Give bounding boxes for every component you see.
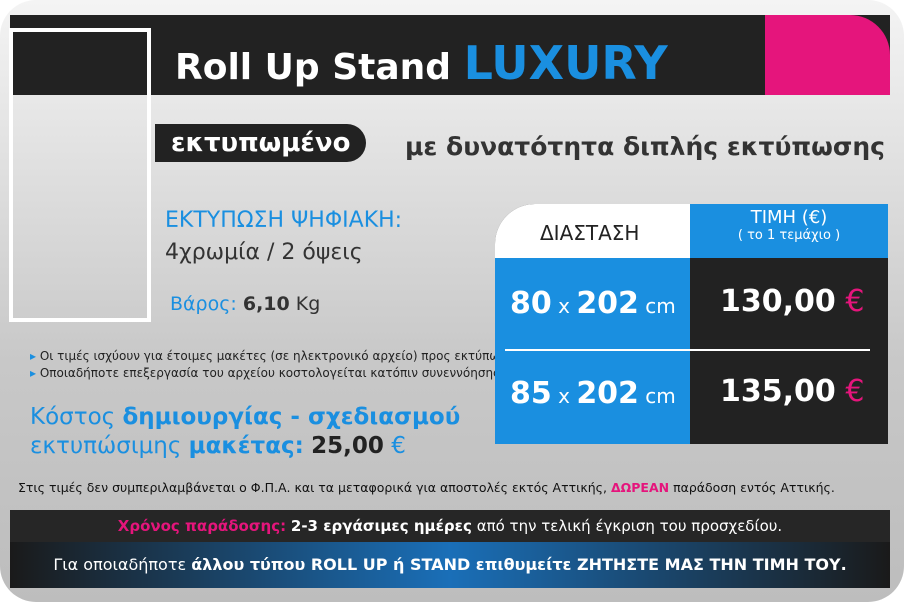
vat-text: παράδοση εντός Αττικής. bbox=[673, 480, 835, 495]
price-currency: € bbox=[845, 284, 865, 319]
size-unit: cm bbox=[645, 294, 676, 318]
note: ▸ Οι τιμές ισχύουν για έτοιμες μακέτες (… bbox=[30, 348, 518, 365]
row-size: 80 x 202 cm bbox=[510, 286, 676, 321]
print-value: 4χρωμία / 2 όψεις bbox=[165, 240, 363, 265]
size-height: 202 bbox=[576, 286, 639, 321]
vat-note: Στις τιμές δεν συμπεριλαμβάνεται ο Φ.Π.Α… bbox=[18, 480, 835, 495]
weight: Βάρος: 6,10 Kg bbox=[170, 293, 320, 315]
design-line: εκτυπώσιμης μακέτας: 25,00 € bbox=[30, 432, 460, 461]
row-price: 135,00 € bbox=[720, 374, 864, 409]
note-text: Οι τιμές ισχύουν για έτοιμες μακέτες (σε… bbox=[39, 349, 519, 363]
delivery-days: 2-3 εργάσιμες ημέρες bbox=[290, 517, 472, 535]
size-header-text: ΔΙΑΣΤΑΣΗ bbox=[540, 221, 640, 245]
subtitle: με δυνατότητα διπλής εκτύπωσης bbox=[405, 132, 885, 161]
contact-bar: Για οποιαδήποτε άλλου τύπου ROLL UP ή ST… bbox=[10, 542, 890, 588]
top-bar bbox=[10, 15, 890, 95]
note-text: Οποιαδήποτε επεξεργασία του αρχείου κοστ… bbox=[39, 366, 504, 380]
design-cost: Κόστος δημιουργίας - σχεδιασμού εκτυπώσι… bbox=[30, 403, 460, 461]
weight-unit: Kg bbox=[295, 293, 321, 315]
size-times: x bbox=[558, 384, 570, 408]
row-size: 85 x 202 cm bbox=[510, 376, 676, 411]
contact-text: άλλου τύπου ROLL UP ή STAND επιθυμείτε Ζ… bbox=[191, 555, 847, 574]
row-price: 130,00 € bbox=[720, 284, 864, 319]
size-width: 80 bbox=[510, 286, 552, 321]
design-text: δημιουργίας - σχεδιασμού bbox=[122, 404, 461, 430]
weight-value: 6,10 bbox=[242, 293, 290, 315]
note: ▸ Οποιαδήποτε επεξεργασία του αρχείου κο… bbox=[30, 365, 518, 382]
row-divider bbox=[505, 349, 870, 351]
price-table: ΔΙΑΣΤΑΣΗ ΤΙΜΗ (€) ( το 1 τεμάχιο ) 80 x … bbox=[495, 204, 888, 444]
size-height: 202 bbox=[576, 376, 639, 411]
pink-block bbox=[765, 15, 890, 95]
size-header bbox=[495, 204, 690, 258]
price-currency: € bbox=[845, 374, 865, 409]
size-column bbox=[495, 258, 690, 444]
design-currency: € bbox=[391, 433, 406, 459]
title-highlight: LUXURY bbox=[463, 36, 668, 90]
notes: ▸ Οι τιμές ισχύουν για έτοιμες μακέτες (… bbox=[30, 348, 518, 382]
size-unit: cm bbox=[645, 384, 676, 408]
design-line: Κόστος δημιουργίας - σχεδιασμού bbox=[30, 403, 460, 432]
bullet: ▸ bbox=[30, 366, 37, 380]
print-label: ΕΚΤΥΠΩΣΗ ΨΗΦΙΑΚΗ: bbox=[165, 208, 403, 233]
price-header: ΤΙΜΗ (€) ( το 1 τεμάχιο ) bbox=[690, 204, 888, 258]
contact-text: Για οποιαδήποτε bbox=[53, 555, 187, 574]
bullet: ▸ bbox=[30, 349, 37, 363]
design-text: Κόστος bbox=[30, 404, 116, 430]
delivery-label: Χρόνος παράδοσης: bbox=[117, 517, 287, 535]
delivery-rest: από την τελική έγκριση του προσχεδίου. bbox=[476, 517, 783, 535]
price-value: 135,00 bbox=[720, 374, 836, 409]
price-header-text: ΤΙΜΗ (€) bbox=[750, 207, 828, 228]
title: Roll Up Stand LUXURY bbox=[175, 36, 668, 90]
product-outline bbox=[9, 28, 151, 322]
delivery-bar: Χρόνος παράδοσης: 2-3 εργάσιμες ημέρες α… bbox=[10, 510, 890, 542]
size-times: x bbox=[558, 294, 570, 318]
price-header-note: ( το 1 τεμάχιο ) bbox=[737, 228, 841, 243]
vat-free: ΔΩΡΕΑΝ bbox=[610, 480, 670, 495]
design-text: μακέτας: bbox=[188, 433, 304, 459]
vat-text: Στις τιμές δεν συμπεριλαμβάνεται ο Φ.Π.Α… bbox=[18, 480, 607, 495]
price-value: 130,00 bbox=[720, 284, 836, 319]
badge: εκτυπωμένο bbox=[155, 124, 367, 162]
design-price: 25,00 bbox=[311, 433, 384, 459]
size-width: 85 bbox=[510, 376, 552, 411]
title-text: Roll Up Stand bbox=[175, 47, 452, 88]
weight-label: Βάρος: bbox=[170, 293, 237, 315]
design-text: εκτυπώσιμης bbox=[30, 433, 182, 459]
